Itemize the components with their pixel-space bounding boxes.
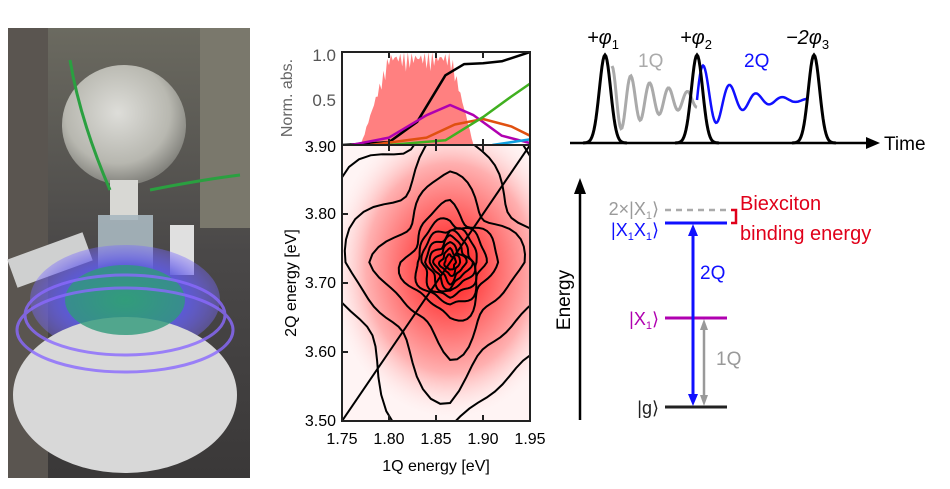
pulse-2: [674, 52, 720, 145]
1q-coherence-wave: [610, 65, 698, 131]
phase-2-label: +φ2: [680, 27, 712, 52]
abs-series-2: [370, 117, 530, 145]
phase-3-label: −2φ3: [786, 27, 829, 52]
xtick-195: 1.95: [514, 431, 545, 448]
2q-transition-label: 2Q: [700, 263, 725, 284]
energy-label: Energy: [554, 269, 575, 330]
phase-1-label: +φ1: [587, 27, 619, 52]
2q-coherence-wave: [695, 63, 809, 125]
abs-ylabel: Norm. abs.: [279, 59, 296, 137]
xtick-185: 1.85: [420, 431, 451, 448]
heatmap-field: [342, 145, 530, 418]
1q-label: 1Q: [638, 51, 663, 72]
pulse-sequence: Time +φ1 +φ2 −2φ3 1Q 2Q: [570, 27, 926, 155]
abs-series-3: [388, 82, 530, 145]
reactor-photo: [7, 28, 250, 478]
contour-3: [397, 198, 500, 322]
pulse-3: [791, 52, 837, 145]
contour-10: [443, 253, 458, 271]
x1-label: |X1⟩: [629, 309, 659, 332]
contour-4: [414, 217, 488, 306]
ytick-370: 3.70: [305, 275, 336, 292]
contour-8: [432, 241, 468, 286]
time-arrow-icon: [866, 137, 880, 149]
diagonal-line: [342, 145, 530, 421]
ytick-360: 3.60: [305, 344, 336, 361]
contour-2: [368, 170, 527, 361]
abs-ytick-1: 1.0: [312, 46, 336, 65]
ytick-390: 3.90: [305, 139, 336, 156]
abs-series-0: [342, 52, 530, 145]
contour-0: [342, 145, 530, 421]
abs-series-1: [351, 103, 530, 145]
2q-label: 2Q: [744, 51, 769, 72]
contour-1: [343, 145, 530, 405]
absorption-panel: 1.0 0.5 Norm. abs.: [279, 46, 531, 146]
xtick-175: 1.75: [326, 431, 357, 448]
xlabel: 1Q energy [eV]: [382, 458, 490, 475]
double-x1-label: 2×|X1⟩: [609, 199, 659, 222]
energy-level-diagram: Energy Biexciton binding energy 2Q 1Q 2×…: [554, 178, 871, 420]
binding-label-line1: Biexciton: [740, 193, 821, 215]
ytick-380: 3.80: [305, 206, 336, 223]
contour-5: [420, 227, 478, 299]
binding-label-line2: binding energy: [740, 223, 871, 245]
energy-arrow-icon: [574, 178, 586, 194]
contour-lines: [342, 145, 530, 421]
2d-spectrum-panel: 3.50 3.60 3.70 3.80 3.90 1.75 1.80 1.85 …: [283, 52, 546, 475]
contour-9: [437, 246, 462, 278]
pulse-1: [582, 52, 628, 145]
ground-label: |g⟩: [637, 398, 659, 418]
binding-energy-bracket: [731, 208, 738, 225]
ylabel: 2Q energy [eV]: [283, 229, 300, 337]
xtick-180: 1.80: [373, 431, 404, 448]
abs-ytick-05: 0.5: [312, 91, 336, 110]
contour-6: [424, 229, 477, 293]
biexciton-label: |X1X1⟩: [611, 220, 659, 243]
time-label: Time: [884, 134, 926, 155]
excitation-spectrum-fill: [360, 52, 474, 145]
xtick-190: 1.90: [467, 431, 498, 448]
ytick-350: 3.50: [305, 413, 336, 430]
contour-7: [428, 233, 474, 291]
1q-transition-label: 1Q: [716, 349, 741, 370]
